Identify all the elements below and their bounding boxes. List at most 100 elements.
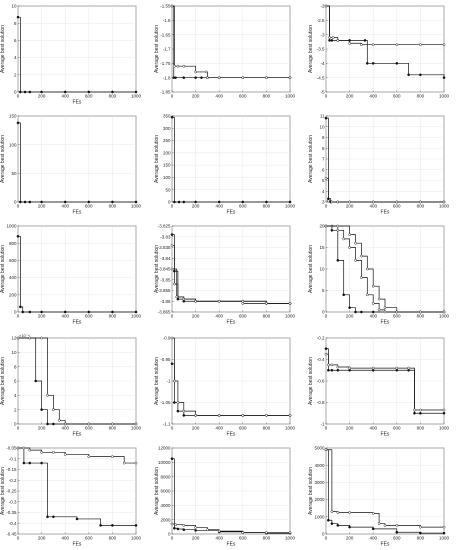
x-tick-label: 800 [109,536,117,541]
x-tick-label: 1000 [131,314,142,319]
x-axis-label: FEs [381,320,390,326]
x-tick-label: 1000 [439,314,450,319]
data-point [241,414,245,417]
data-point [217,299,221,303]
data-point [134,310,138,314]
data-point [348,200,351,204]
x-axis-label: FEs [381,210,390,216]
data-point [182,64,186,68]
data-point [383,310,387,314]
y-tick-label: 300 [163,126,171,131]
data-point [413,411,416,415]
data-point [177,200,181,204]
data-point [395,310,399,314]
data-point [194,200,197,204]
x-tick-label: 0 [171,536,174,541]
data-point [419,310,422,314]
y-tick-label: 8000 [160,474,171,479]
y-tick-label: 1000 [6,224,17,229]
x-tick-label: 200 [38,204,46,209]
data-point [419,200,422,204]
y-axis-label: Average best solution [154,357,160,405]
data-point [241,200,245,204]
data-point [324,116,328,120]
x-tick-label: 400 [215,314,223,319]
data-point [265,414,268,417]
data-point [16,446,20,450]
y-tick-label: -1.65 [160,32,171,37]
data-point [217,414,221,417]
x-tick-label: 600 [393,204,401,209]
data-point [182,528,186,532]
y-tick-label: 1000 [314,514,325,519]
data-point [194,414,197,417]
x-tick-label: 400 [215,94,223,99]
data-point [170,267,174,271]
x-tick-label: 600 [239,426,247,431]
x-tick-label: 600 [393,426,401,431]
data-point [170,115,174,119]
data-point [52,450,55,454]
data-point [348,525,351,529]
x-axis-label: FEs [381,542,390,548]
data-point [87,422,91,426]
x-tick-label: 0 [171,314,174,319]
subplot-5: 0 200 400 600 800 1000 0 50 100 150 200 250 300 350 FE… [154,114,296,216]
data-point [419,531,422,535]
data-point [87,90,91,94]
data-point [395,43,399,47]
x-tick-label: 800 [109,426,117,431]
data-point [40,408,43,411]
subplot-12: 0 200 400 600 800 1000 -1 -0.8 -0.6 -0.4 -0.2 FEs Av… [308,336,450,438]
data-point [28,448,32,452]
x-tick-label: 600 [393,536,401,541]
x-tick-label: 800 [263,426,271,431]
data-point [176,64,180,68]
series-line-1 [18,16,136,93]
x-tick-label: 800 [109,204,117,209]
subplot-2: 0 200 400 600 800 1000 -1.85 -1.8 -1.75 -1.7 -1.65… [154,4,296,99]
data-point [200,76,203,79]
subplot-3: 0 200 400 600 800 1000 -5 -4.5 -4 -3.5 -3 -2.5 -2 Ave… [308,4,450,99]
x-tick-label: 800 [263,314,271,319]
data-point [348,366,351,370]
x-tick-label: 1000 [131,426,142,431]
subplot-14: 0 200 400 600 800 100002000400060008000100001… [154,446,296,548]
y-tick-label: 0 [14,90,17,95]
data-point [19,305,22,309]
data-point [63,453,67,456]
y-tick-label: 8 [322,146,325,151]
y-axis-label: Average best solution [154,467,160,515]
subplot-15: 0 200 400 600 800 1000 0 1000 2000 3000 4000 5000 FE… [308,446,450,548]
y-tick-label: -0.4 [317,357,325,362]
y-tick-label: -0.2 [317,336,325,341]
data-point [134,461,138,465]
data-point [377,308,381,312]
data-point [46,422,49,426]
x-tick-label: 1000 [439,536,450,541]
y-tick-label: 15 [319,245,325,250]
y-tick-label: 6 [14,38,17,43]
x-tick-label: 600 [85,204,93,209]
data-point [111,200,114,204]
data-point [182,200,186,204]
data-point [419,408,422,412]
y-tick-label: 3 [322,200,325,205]
data-point [16,234,20,238]
data-point [204,70,208,74]
data-point [348,246,351,249]
data-point [371,284,375,288]
data-point [327,363,330,367]
data-point [63,422,67,426]
data-point [442,200,446,204]
data-point [40,461,43,465]
x-tick-label: 600 [239,314,247,319]
data-point [173,200,176,204]
data-point [442,411,446,415]
data-point [170,336,174,340]
data-point [111,310,114,314]
y-tick-label: -0.45 [6,532,17,537]
data-point [336,39,340,42]
data-point [206,528,209,532]
y-tick-label: 10000 [158,460,171,465]
